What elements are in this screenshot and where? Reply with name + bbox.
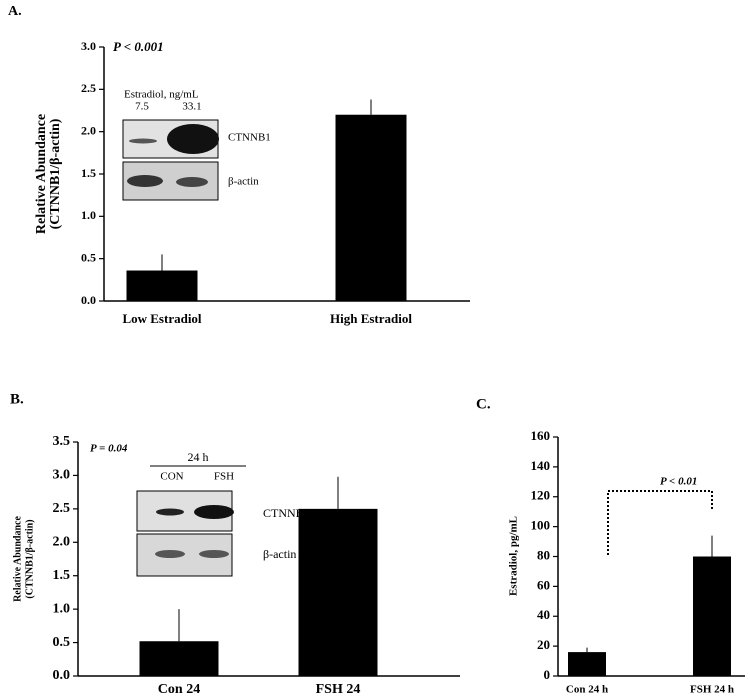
band <box>199 550 229 558</box>
band-label: β-actin <box>263 547 296 561</box>
x-tick-label: High Estradiol <box>330 311 412 326</box>
panel-title: B. <box>10 391 24 407</box>
band-label: CTNNB1 <box>263 506 310 520</box>
y-tick-label: 80 <box>537 547 550 562</box>
lane-label: CON <box>160 471 183 483</box>
y-axis-label: Relative Abundance <box>34 114 49 234</box>
x-tick-label: Low Estradiol <box>122 311 201 326</box>
y-tick-label: 0.5 <box>81 250 96 264</box>
y-tick-label: 0.0 <box>53 668 71 683</box>
y-tick-label: 2.0 <box>53 535 71 550</box>
lane-label: 33.1 <box>182 101 201 113</box>
band <box>156 508 184 516</box>
band <box>176 177 208 187</box>
annotation: P = 0.04 <box>90 443 128 455</box>
y-tick-label: 60 <box>537 577 550 592</box>
x-tick-label: Con 24 h <box>566 684 608 696</box>
band <box>129 138 157 144</box>
y-tick-label: 0.5 <box>53 635 71 650</box>
inset-heading: Estradiol, ng/mL <box>124 89 199 101</box>
y-tick-label: 1.0 <box>53 601 71 616</box>
significance-bracket <box>607 490 713 555</box>
blot-inset: Estradiol, ng/mL 7.5 33.1 CTNNB1 β-actin <box>122 89 271 201</box>
bar <box>335 114 407 301</box>
annotation: P < 0.001 <box>113 39 164 54</box>
y-tick-label: 1.5 <box>81 166 96 180</box>
y-tick-label: 120 <box>531 488 551 503</box>
y-tick-label: 1.0 <box>81 208 96 222</box>
lane-label: 7.5 <box>135 101 149 113</box>
band-label: β-actin <box>228 176 259 188</box>
band <box>155 550 185 558</box>
bar <box>298 508 378 676</box>
blot-inset: 24 h CON FSH CTNNB1 β-actin <box>136 450 310 577</box>
bar <box>693 556 731 676</box>
y-tick-label: 160 <box>531 428 551 443</box>
band <box>167 124 219 154</box>
y-tick-label: 100 <box>531 518 551 533</box>
y-tick-label: 3.0 <box>81 39 96 53</box>
y-axis-label: Relative Abundance <box>12 516 23 602</box>
y-tick-label: 1.5 <box>53 568 71 583</box>
bar <box>139 641 219 676</box>
inset-heading: 24 h <box>188 450 209 464</box>
y-axis-label: (CTNNB1/β-actin) <box>48 118 63 229</box>
y-tick-label: 3.5 <box>53 434 71 449</box>
y-tick-label: 2.0 <box>81 123 96 137</box>
panel-title: A. <box>8 4 22 19</box>
bar <box>568 652 606 676</box>
y-tick-label: 3.0 <box>53 468 71 483</box>
band-label: CTNNB1 <box>228 132 271 144</box>
bar <box>126 270 198 301</box>
lane-label: FSH <box>214 471 234 483</box>
y-tick-label: 0 <box>544 667 551 682</box>
y-tick-label: 2.5 <box>53 501 71 516</box>
x-tick-label: Con 24 <box>158 682 200 697</box>
y-tick-label: 40 <box>537 607 550 622</box>
x-tick-label: FSH 24 h <box>690 684 734 696</box>
y-axis-label: Estradiol, pg/mL <box>508 516 520 596</box>
band <box>194 505 234 519</box>
band <box>127 175 163 187</box>
x-tick-label: FSH 24 <box>316 682 361 697</box>
annotation: P < 0.01 <box>660 476 697 488</box>
panel-title: C. <box>476 396 491 412</box>
y-tick-label: 2.5 <box>81 81 96 95</box>
y-tick-label: 140 <box>531 458 551 473</box>
y-tick-label: 20 <box>537 637 550 652</box>
y-axis-label: (CTNNB1/β-actin) <box>24 519 35 598</box>
y-tick-label: 0.0 <box>81 293 96 307</box>
